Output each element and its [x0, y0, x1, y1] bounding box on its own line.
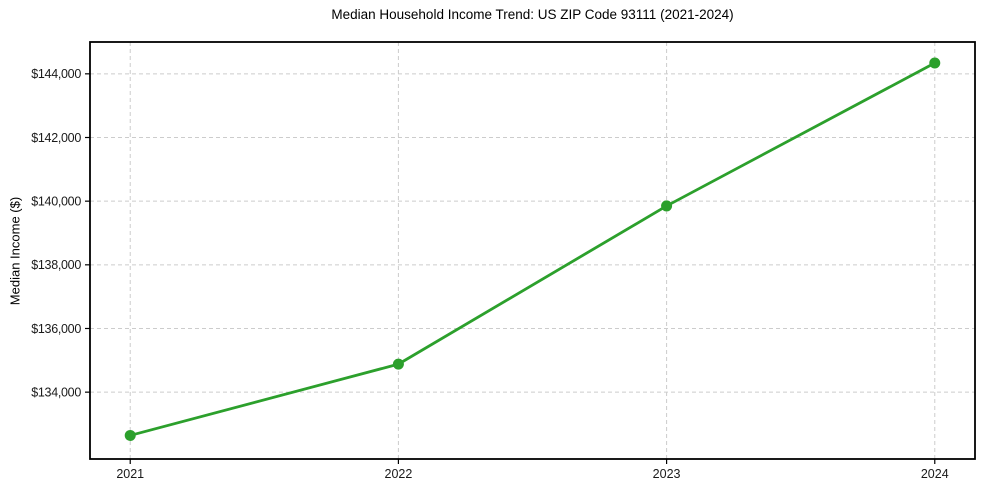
data-point — [124, 429, 136, 441]
y-tick-label: $144,000 — [31, 67, 81, 81]
chart-title: Median Household Income Trend: US ZIP Co… — [331, 7, 734, 22]
y-tick-label: $136,000 — [31, 322, 81, 336]
y-tick-label: $138,000 — [31, 258, 81, 272]
trend-line — [128, 61, 937, 437]
x-tick-label: 2024 — [921, 467, 949, 481]
data-point — [661, 200, 673, 212]
y-tick-label: $134,000 — [31, 385, 81, 399]
plot-frame — [89, 41, 976, 460]
y-tick-label: $140,000 — [31, 194, 81, 208]
data-point — [929, 57, 941, 69]
x-tick-label: 2023 — [653, 467, 681, 481]
data-point — [392, 358, 404, 370]
y-tick-label: $142,000 — [31, 131, 81, 145]
x-tick-label: 2022 — [385, 467, 413, 481]
x-tick-label: 2021 — [116, 467, 144, 481]
